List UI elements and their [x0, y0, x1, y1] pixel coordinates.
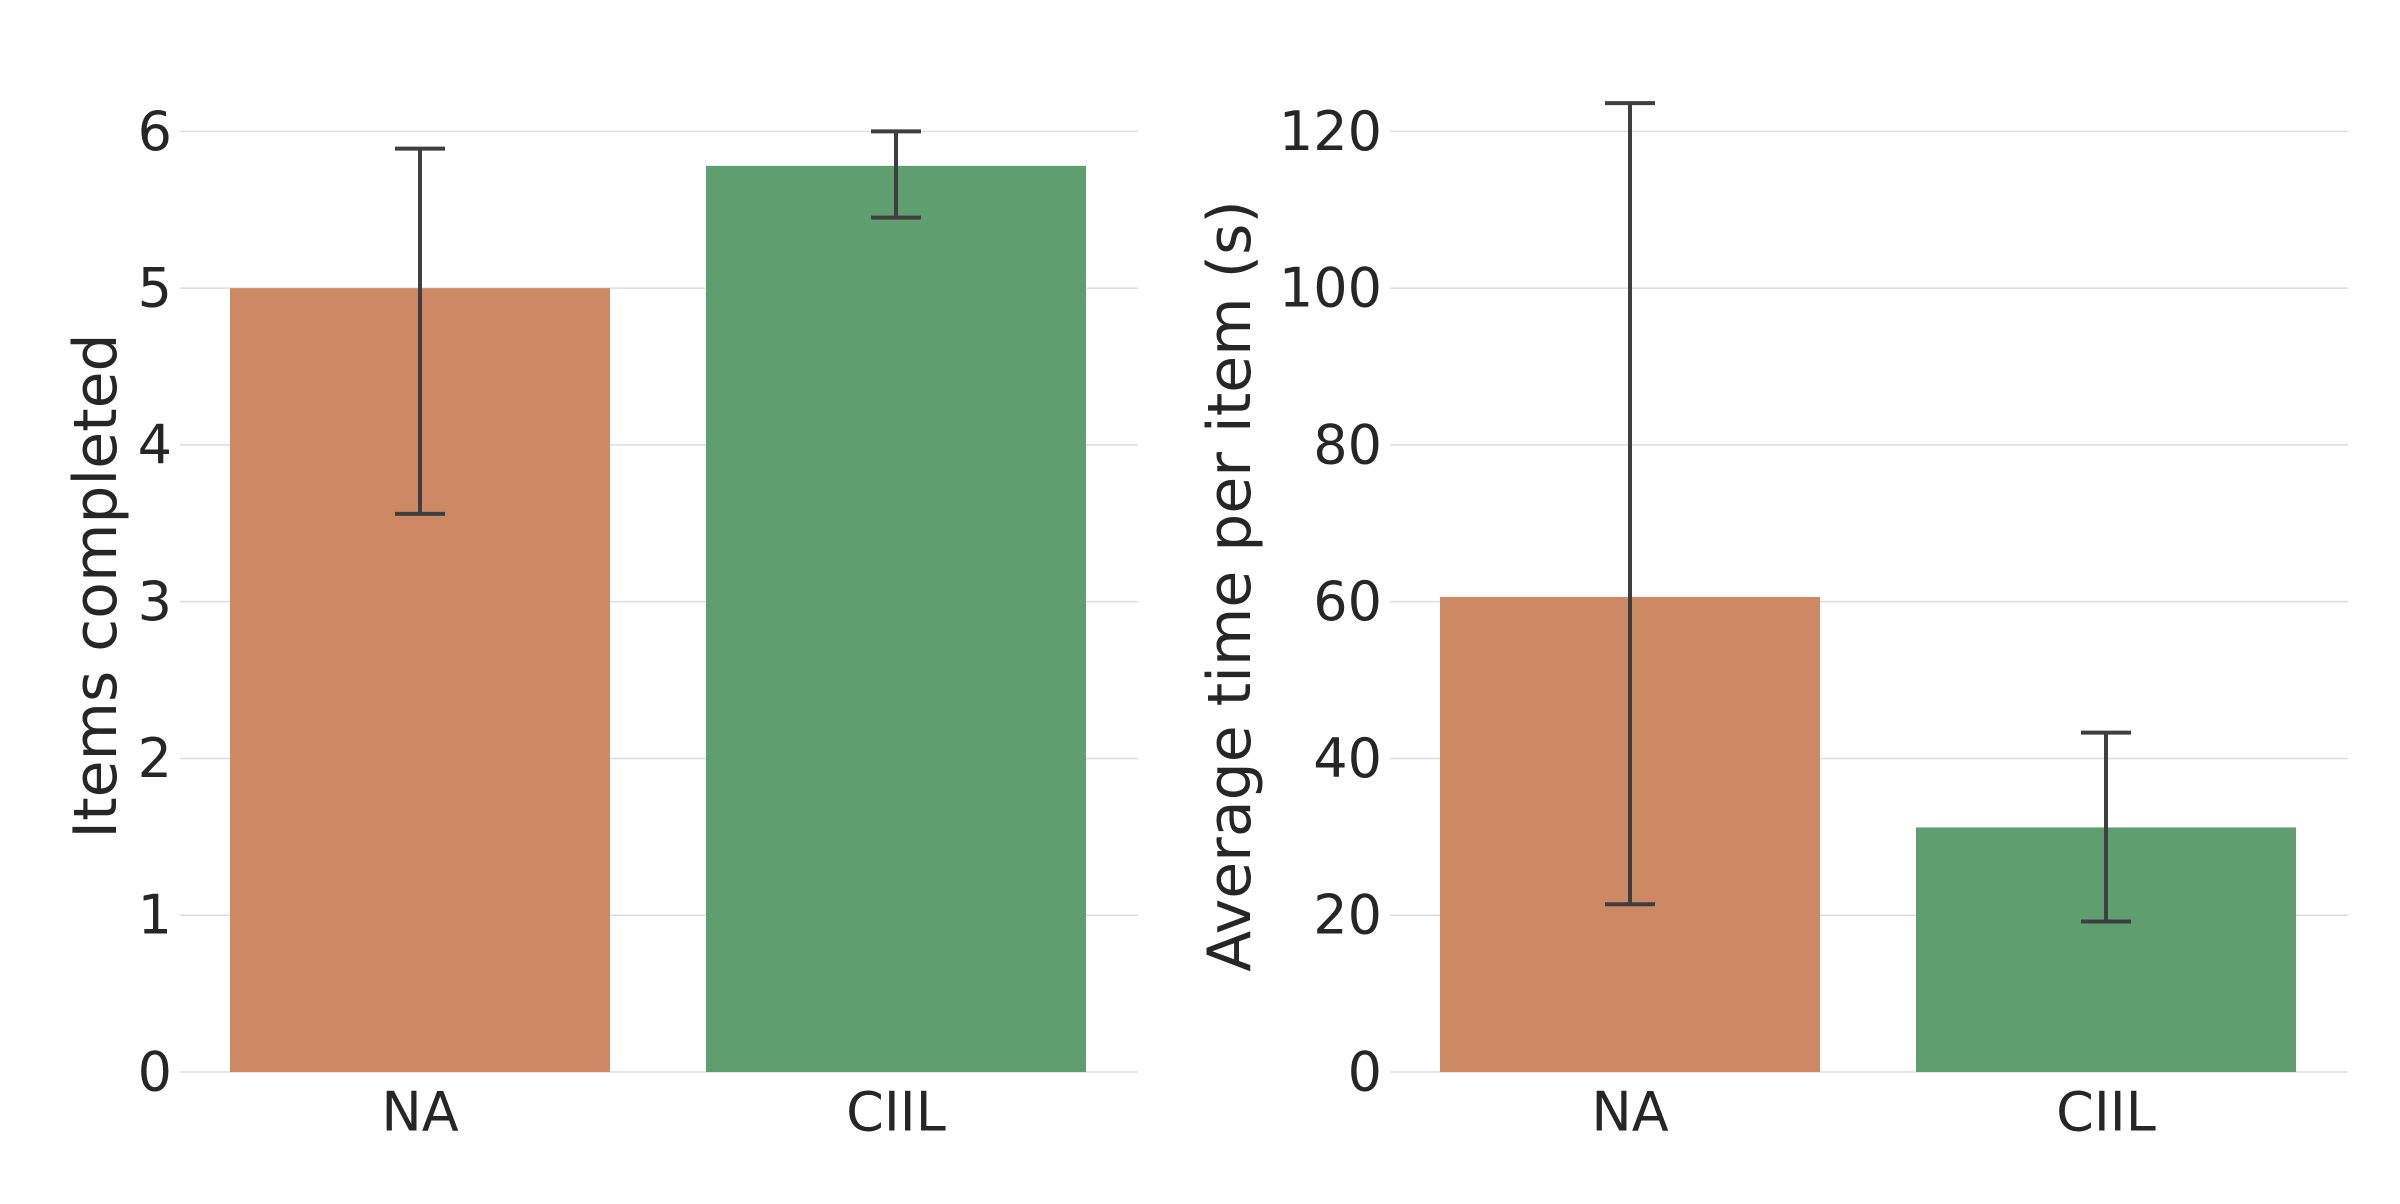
error-bars [395, 129, 921, 516]
bars [1440, 596, 2296, 1072]
y-tick-label: 6 [138, 100, 172, 163]
average-time-panel: 0 20 40 60 80 100 120 NA CIIL Average time per … [1195, 100, 2348, 1144]
y-tick-label: 80 [1313, 413, 1382, 476]
y-axis-label: Items completed [61, 333, 131, 838]
x-tick-labels: NA CIIL [381, 1081, 946, 1144]
x-tick-label: NA [1591, 1081, 1668, 1144]
y-tick-label: 0 [138, 1041, 172, 1104]
y-tick-label: 20 [1313, 884, 1382, 947]
y-tick-label: 120 [1279, 100, 1382, 163]
x-tick-label: CIIL [846, 1081, 946, 1144]
y-tick-label: 2 [138, 727, 172, 790]
x-tick-label: CIIL [2056, 1081, 2156, 1144]
items-completed-panel: 0 1 2 3 4 5 6 NA CIIL Items completed [61, 100, 1138, 1144]
y-tick-labels: 0 20 40 60 80 100 120 [1279, 100, 1382, 1104]
y-tick-label: 100 [1279, 257, 1382, 320]
x-tick-label: NA [381, 1081, 458, 1144]
error-bars [1605, 101, 2131, 924]
y-tick-label: 4 [138, 413, 172, 476]
y-axis-label: Average time per item (s) [1195, 200, 1265, 972]
bar-ciil [706, 165, 1086, 1072]
x-tick-labels: NA CIIL [1591, 1081, 2156, 1144]
y-tick-label: 40 [1313, 727, 1382, 790]
y-tick-label: 5 [138, 257, 172, 320]
y-tick-label: 0 [1348, 1041, 1382, 1104]
y-tick-label: 3 [138, 570, 172, 633]
y-tick-label: 60 [1313, 570, 1382, 633]
y-tick-label: 1 [138, 884, 172, 947]
bars [230, 165, 1086, 1072]
y-tick-labels: 0 1 2 3 4 5 6 [138, 100, 172, 1104]
